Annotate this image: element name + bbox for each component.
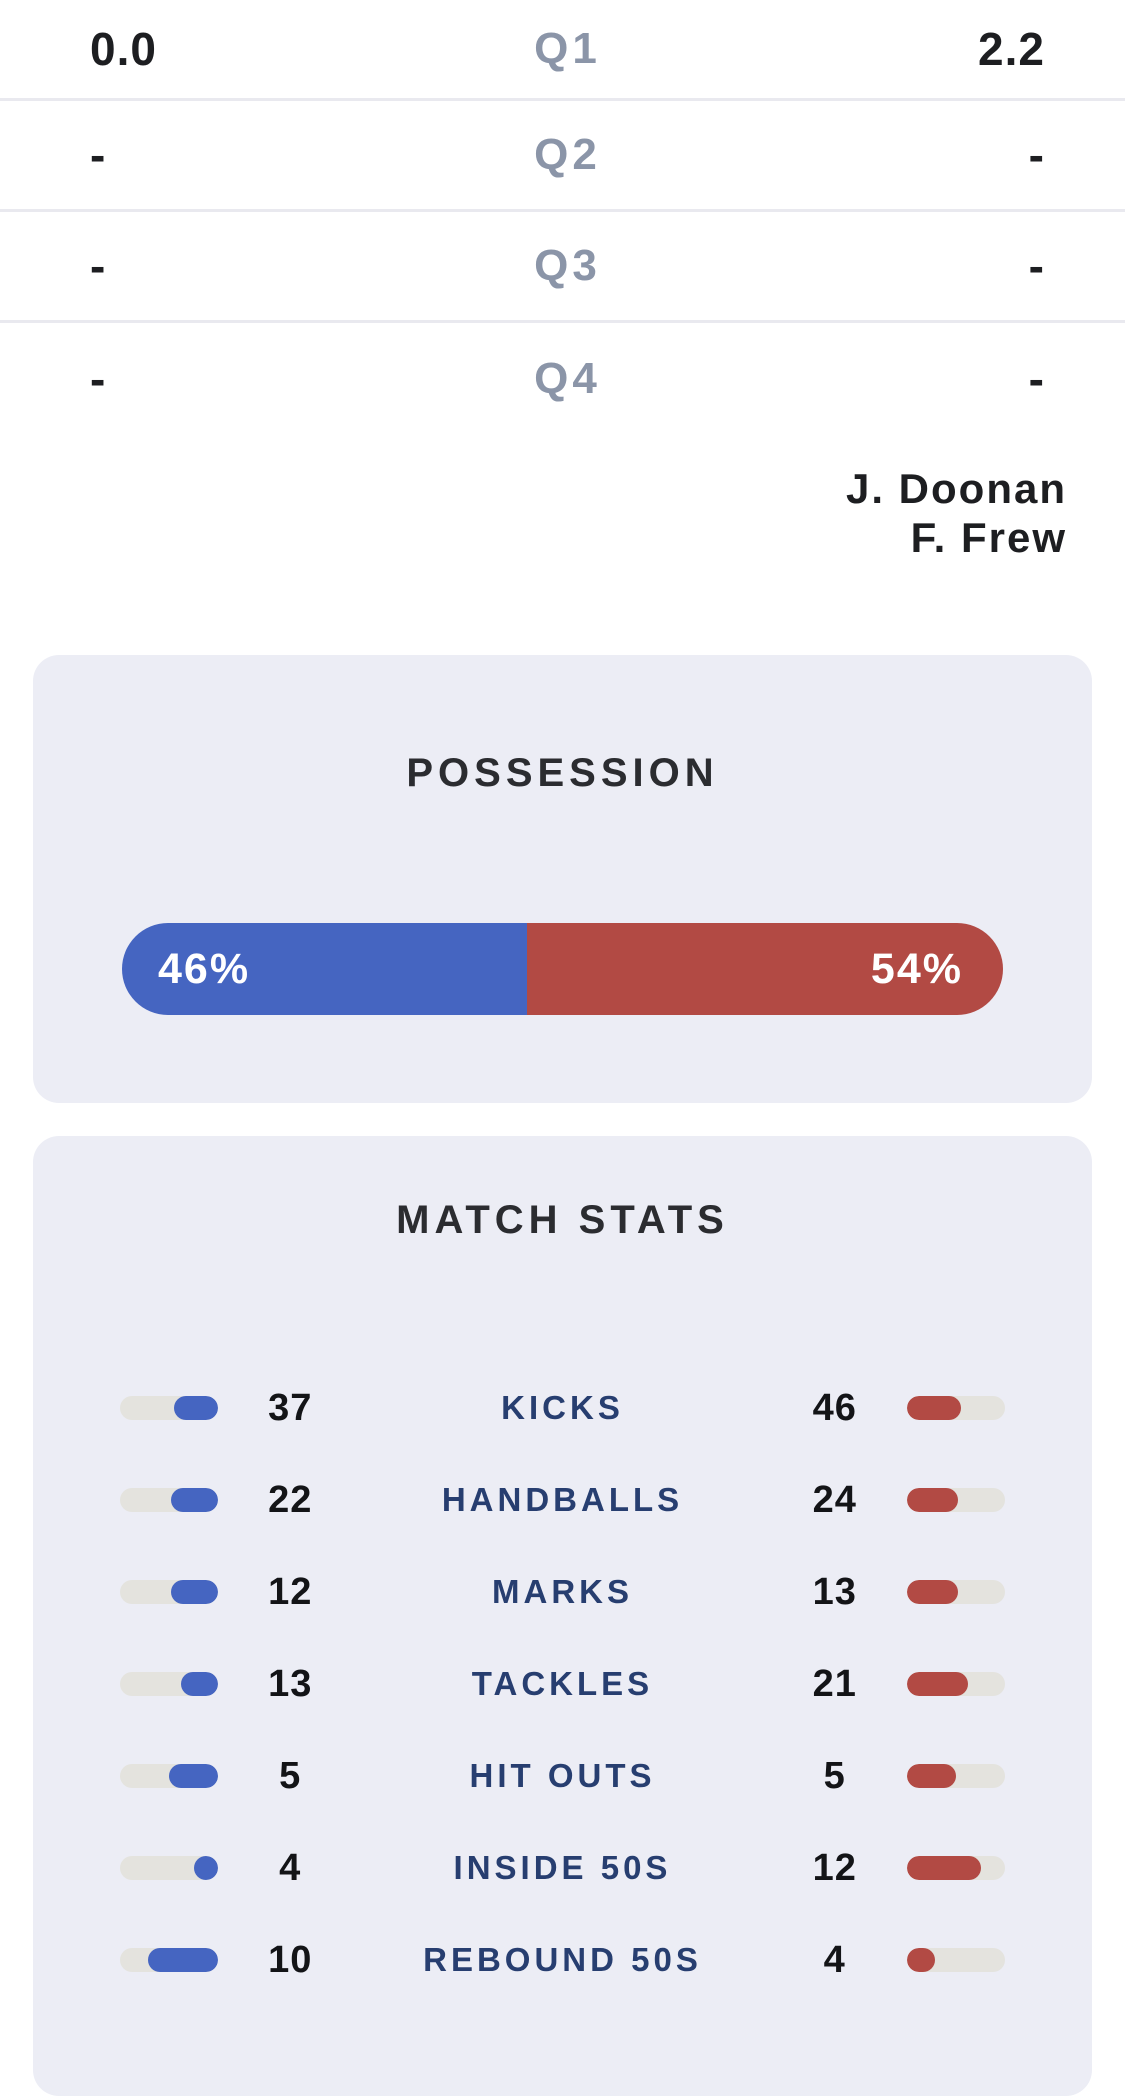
home-stat-bar-fill <box>170 1580 218 1604</box>
away-stat-value: 5 <box>823 1754 846 1797</box>
away-score-q2: - <box>1028 129 1045 181</box>
home-stat-bar <box>120 1672 218 1696</box>
home-stat-value: 10 <box>268 1938 313 1981</box>
home-stat-bar-fill <box>180 1672 218 1696</box>
stat-row-inside-50s: 4 INSIDE 50S 12 <box>33 1822 1092 1914</box>
home-stat-bar-fill <box>148 1948 218 1972</box>
away-stat-bar-fill <box>907 1580 958 1604</box>
stat-label: REBOUND 50S <box>423 1941 702 1978</box>
away-stat-value: 12 <box>812 1846 857 1889</box>
away-score-q3: - <box>1028 240 1045 292</box>
home-stat-value: 5 <box>279 1754 302 1797</box>
home-stat-bar-fill <box>171 1488 218 1512</box>
stat-label: KICKS <box>501 1389 624 1426</box>
away-stat-value: 13 <box>812 1570 857 1613</box>
quarter-label-q2: Q2 <box>534 130 601 179</box>
away-stat-bar-fill <box>907 1488 959 1512</box>
away-stat-bar <box>907 1948 1005 1972</box>
quarter-row-q4: - Q4 - <box>0 323 1125 434</box>
away-stat-bar-fill <box>907 1856 981 1880</box>
away-stat-bar <box>907 1764 1005 1788</box>
possession-home-segment: 46% <box>122 923 528 1015</box>
stat-row-rebound-50s: 10 REBOUND 50S 4 <box>33 1914 1092 2006</box>
goal-kickers-list: J. Doonan F. Frew <box>0 464 1125 562</box>
quarter-row-q3: - Q3 - <box>0 212 1125 323</box>
match-stats-title: MATCH STATS <box>396 1198 729 1242</box>
home-stat-bar <box>120 1948 218 1972</box>
home-stat-bar <box>120 1396 218 1420</box>
possession-bar: 46% 54% <box>122 923 1003 1015</box>
quarter-label-q3: Q3 <box>534 241 601 290</box>
away-stat-value: 21 <box>812 1662 857 1705</box>
quarter-row-q2: - Q2 - <box>0 101 1125 212</box>
stat-row-marks: 12 MARKS 13 <box>33 1546 1092 1638</box>
away-stat-value: 24 <box>812 1478 857 1521</box>
home-score-q3: - <box>90 240 107 292</box>
home-stat-bar <box>120 1580 218 1604</box>
home-stat-bar-fill <box>169 1764 218 1788</box>
home-stat-value: 13 <box>268 1662 313 1705</box>
away-stat-bar <box>907 1580 1005 1604</box>
away-stat-bar <box>907 1856 1005 1880</box>
home-stat-value: 22 <box>268 1478 313 1521</box>
away-stat-bar <box>907 1672 1005 1696</box>
home-stat-bar-fill <box>174 1396 218 1420</box>
away-stat-bar <box>907 1396 1005 1420</box>
home-stat-bar-fill <box>193 1856 218 1880</box>
quarter-label-q1: Q1 <box>534 24 601 73</box>
stat-label: MARKS <box>492 1573 633 1610</box>
stat-row-hit-outs: 5 HIT OUTS 5 <box>33 1730 1092 1822</box>
away-stat-bar-fill <box>907 1764 956 1788</box>
home-stat-value: 12 <box>268 1570 313 1613</box>
quarter-row-q1: 0.0 Q1 2.2 <box>0 0 1125 101</box>
away-stat-value: 46 <box>812 1386 857 1429</box>
match-stats-card: MATCH STATS 37 KICKS 46 22 HANDBALLS 24 … <box>33 1136 1092 2096</box>
stat-label: TACKLES <box>471 1665 654 1702</box>
possession-away-percent: 54% <box>870 944 963 993</box>
stat-row-handballs: 22 HANDBALLS 24 <box>33 1454 1092 1546</box>
away-stat-value: 4 <box>823 1938 846 1981</box>
home-score-q2: - <box>90 129 107 181</box>
stat-label: HANDBALLS <box>441 1481 684 1518</box>
home-stat-value: 37 <box>268 1386 313 1429</box>
stat-row-kicks: 37 KICKS 46 <box>33 1362 1092 1454</box>
home-score-q1: 0.0 <box>90 23 157 75</box>
away-stat-bar-fill <box>907 1672 968 1696</box>
stat-row-tackles: 13 TACKLES 21 <box>33 1638 1092 1730</box>
home-stat-value: 4 <box>279 1846 302 1889</box>
away-stat-bar-fill <box>907 1396 962 1420</box>
match-stats-rows: 37 KICKS 46 22 HANDBALLS 24 12 MARKS 13 … <box>33 1362 1092 2006</box>
possession-away-segment: 54% <box>527 923 1003 1015</box>
home-stat-bar <box>120 1856 218 1880</box>
home-score-q4: - <box>90 352 107 405</box>
goal-kicker-name: F. Frew <box>910 514 1067 561</box>
quarter-label-q4: Q4 <box>534 353 601 403</box>
home-stat-bar <box>120 1488 218 1512</box>
possession-title: POSSESSION <box>406 751 719 795</box>
home-stat-bar <box>120 1764 218 1788</box>
away-stat-bar <box>907 1488 1005 1512</box>
away-score-q1: 2.2 <box>978 23 1045 75</box>
away-score-q4: - <box>1028 352 1045 405</box>
possession-home-percent: 46% <box>158 944 251 993</box>
stat-label: HIT OUTS <box>469 1757 656 1794</box>
away-stat-bar-fill <box>907 1948 936 1972</box>
quarter-scores-table: 0.0 Q1 2.2 - Q2 - - Q3 - - Q4 - <box>0 0 1125 434</box>
stat-label: INSIDE 50S <box>453 1849 672 1886</box>
possession-card: POSSESSION 46% 54% <box>33 655 1092 1103</box>
goal-kicker-name: J. Doonan <box>845 465 1067 512</box>
